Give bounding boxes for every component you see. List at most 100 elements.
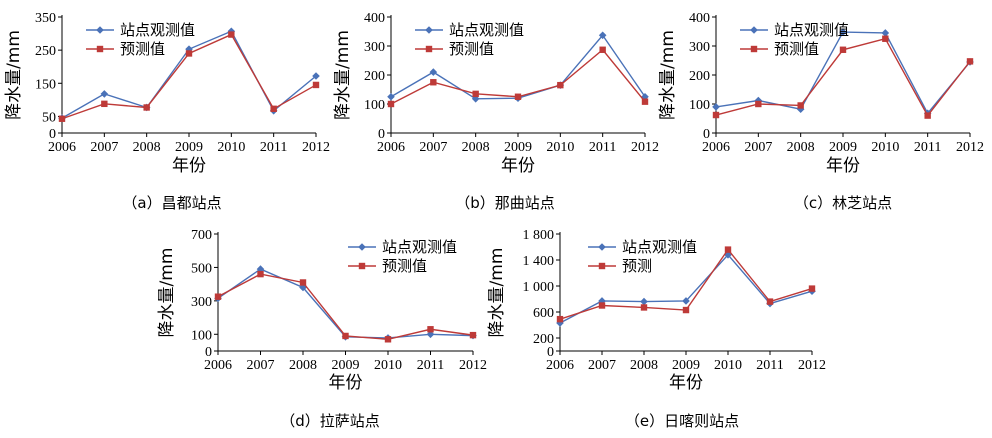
x-tick-label: 2011 [417,358,444,373]
series-line-0 [217,268,474,339]
data-point-1 [270,105,277,113]
panel-caption: （e）日喀则站点 [625,412,739,430]
data-point-0 [724,251,732,259]
series-line-1 [217,273,474,341]
data-point-1 [214,293,222,300]
y-tick-label: 0 [547,345,554,360]
data-point-1 [299,279,307,286]
data-point-1 [766,298,774,305]
data-point-0 [100,90,109,98]
chart-panel-3: 0 100 300 500 700 2006 2007 2008 2009 2010 2011 201… [157,228,487,430]
panel-caption: （a）昌都站点 [122,194,221,212]
panel-caption: （d）拉萨站点 [280,412,380,430]
x-tick-label: 2008 [462,140,490,155]
chart-panel-2: 0 100 200 300 400 2006 2007 2008 2009 2010 2011 201… [658,11,984,212]
x-tick-label: 2007 [744,140,772,155]
chart-panel-0: 0 50 150 250 350 2006 2007 2008 2009 2010 2011 2012… [4,11,330,212]
x-tick-label: 2011 [756,358,783,373]
data-point-1 [312,81,320,89]
y-tick-label: 1 800 [523,228,555,243]
data-point-1 [712,111,720,119]
data-point-1 [469,331,477,339]
x-tick-label: 2006 [546,358,574,373]
x-tick-label: 2010 [546,140,574,155]
y-tick-label: 300 [364,40,385,55]
y-tick-label: 100 [191,328,212,343]
x-tick-label: 2007 [247,358,275,373]
x-axis-title: 年份 [501,156,535,176]
y-axis-title: 降水量/mm [4,30,24,120]
data-point-1 [724,246,732,253]
legend-label-1: 预测值 [120,40,165,58]
y-tick-label: 200 [689,69,710,84]
y-tick-label: 0 [205,345,212,360]
x-tick-label: 2010 [374,358,402,373]
panel-caption: （b）那曲站点 [455,194,555,212]
x-tick-label: 2008 [630,358,658,373]
legend-label-0: 站点观测值 [774,21,849,39]
legend-marker-1 [750,45,758,53]
data-point-1 [101,100,108,108]
x-tick-label: 2012 [302,140,330,155]
x-tick-label: 2012 [798,358,826,373]
data-point-0 [712,103,720,111]
x-tick-label: 2011 [914,140,941,155]
data-point-1 [143,104,150,111]
legend-marker-1 [96,45,104,53]
legend-marker-1 [425,45,433,53]
legend-marker-0 [598,243,606,251]
legend-marker-0 [425,26,433,34]
data-point-1 [257,270,264,278]
legend-label-1: 预测值 [774,40,819,58]
x-tick-label: 2012 [956,140,984,155]
x-tick-label: 2008 [289,358,317,373]
x-tick-label: 2008 [133,140,161,155]
x-tick-label: 2009 [504,140,532,155]
x-tick-label: 2007 [90,140,118,155]
data-point-1 [557,81,564,89]
y-tick-label: 200 [533,332,554,347]
data-point-1 [882,35,889,42]
data-point-1 [682,306,690,314]
data-point-1 [430,79,437,86]
x-tick-label: 2011 [260,140,287,155]
legend-marker-1 [598,262,606,270]
x-axis-title: 年份 [669,373,703,393]
y-axis-title: 降水量/mm [487,248,507,338]
x-tick-label: 2010 [217,140,245,155]
y-tick-label: 1 400 [523,254,555,269]
x-tick-label: 2009 [829,140,857,155]
y-tick-label: 700 [191,228,212,243]
x-tick-label: 2009 [175,140,203,155]
data-point-1 [387,100,395,108]
x-tick-label: 2006 [702,140,730,155]
data-point-0 [598,31,607,40]
series-line-0 [390,34,646,100]
x-tick-label: 2008 [787,140,815,155]
x-tick-label: 2009 [332,358,360,373]
legend-label-0: 站点观测值 [120,21,195,39]
data-point-1 [839,46,847,53]
data-point-1 [755,100,762,108]
data-point-1 [556,315,564,323]
data-point-1 [514,93,522,100]
legend-label-1: 预测值 [449,40,494,58]
data-point-1 [185,50,193,57]
legend-label-0: 站点观测值 [382,238,457,256]
data-point-1 [472,90,479,98]
y-tick-label: 0 [703,127,710,142]
legend-label-0: 站点观测值 [622,238,697,256]
legend-marker-0 [750,26,758,34]
data-point-1 [797,102,804,109]
y-tick-label: 300 [689,40,710,55]
x-tick-label: 2009 [672,358,700,373]
data-point-1 [640,304,648,311]
y-tick-label: 50 [42,110,56,125]
x-axis-title: 年份 [172,156,206,176]
data-point-1 [924,112,931,119]
y-tick-label: 100 [689,98,710,113]
data-point-0 [682,297,690,305]
legend-marker-0 [96,26,104,34]
x-tick-label: 2011 [589,140,616,155]
